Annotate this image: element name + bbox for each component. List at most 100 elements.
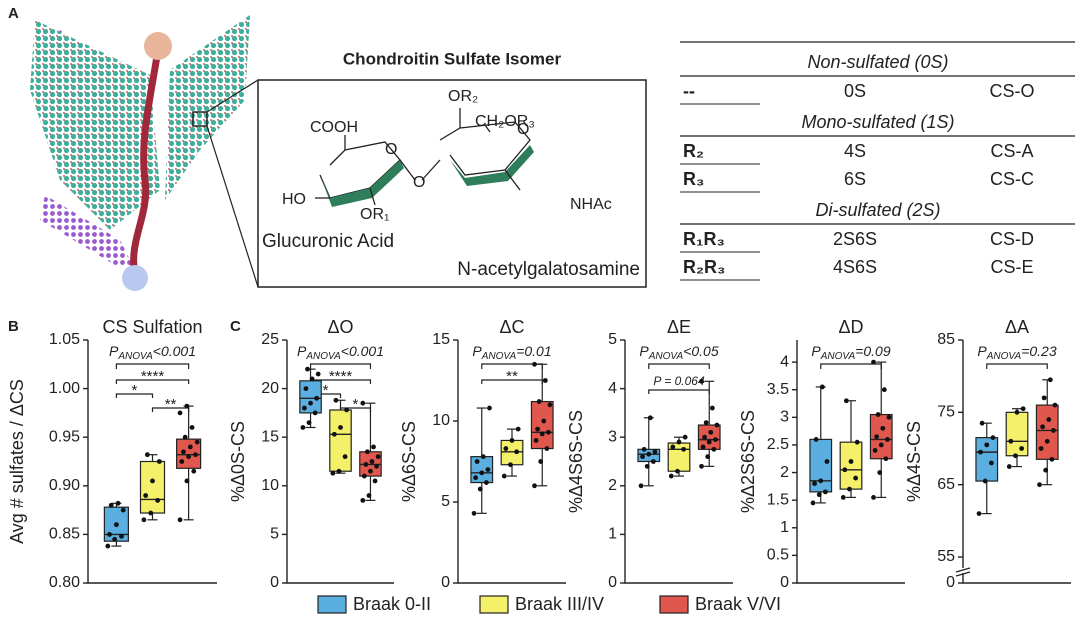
y-tick-label: 2 — [608, 477, 617, 494]
anova-symbol: P — [977, 343, 987, 359]
data-point — [480, 454, 486, 460]
legend-swatch — [317, 595, 347, 614]
chem-label: OR₁ — [360, 206, 389, 223]
data-point — [371, 444, 376, 450]
chem-label: CH₂OR₃ — [475, 113, 535, 130]
data-point — [1041, 395, 1047, 401]
anova-subscript: ANOVA — [481, 351, 517, 362]
data-point — [314, 395, 320, 401]
table-cell: 0S — [844, 81, 866, 101]
table-cell: 4S6S — [833, 257, 877, 277]
anova-bracket — [309, 363, 372, 369]
data-point — [374, 463, 379, 469]
y-axis-label: %Δ0S-CS — [228, 421, 248, 502]
data-point — [148, 510, 154, 516]
data-point — [843, 398, 849, 404]
data-point — [708, 429, 714, 435]
data-point — [532, 361, 537, 367]
data-point — [119, 533, 124, 539]
data-point — [108, 502, 114, 508]
data-point — [842, 467, 848, 473]
y-tick-label: 3 — [780, 409, 789, 426]
data-point — [368, 468, 373, 474]
data-point — [822, 489, 828, 495]
data-point — [676, 439, 682, 445]
data-point — [112, 536, 118, 542]
y-tick-label: 1.00 — [49, 380, 80, 397]
data-point — [303, 386, 309, 391]
chem-label: NHAc — [570, 196, 612, 213]
y-tick-label: 20 — [261, 380, 279, 397]
data-point — [115, 500, 121, 506]
data-point — [306, 420, 312, 426]
chem-name: N-acetylgalatosamine — [457, 259, 640, 280]
y-tick-label: 3.5 — [767, 381, 789, 398]
data-point — [988, 460, 994, 466]
proteoglycan-illustration — [30, 15, 259, 291]
y-tick-label: 1.5 — [767, 491, 789, 508]
data-point — [847, 486, 852, 492]
y-tick-label: 1 — [780, 519, 789, 536]
data-point — [650, 459, 656, 464]
data-point — [375, 454, 381, 460]
data-point — [886, 414, 892, 420]
data-point — [477, 486, 483, 492]
data-point — [181, 449, 186, 455]
anova-text: =0.01 — [516, 343, 551, 359]
comparison-label: * — [353, 396, 359, 413]
y-tick-label: 85 — [937, 331, 955, 348]
y-tick-label: 0 — [441, 574, 450, 591]
y-tick-label: 65 — [937, 476, 955, 493]
box — [869, 413, 893, 460]
anova-bracket — [820, 363, 882, 369]
y-axis-label: %Δ4S6S-CS — [566, 410, 586, 513]
legend-label: Braak V/VI — [695, 594, 781, 614]
data-point — [853, 475, 859, 481]
data-point — [365, 449, 370, 455]
comparison-label: ** — [506, 368, 518, 385]
data-point — [713, 437, 718, 443]
y-tick-label: 4 — [780, 353, 789, 370]
y-tick-label: 10 — [261, 477, 279, 494]
data-point — [309, 376, 315, 382]
data-point — [487, 405, 492, 411]
data-point — [990, 435, 996, 441]
y-tick-label: 0.90 — [49, 477, 80, 494]
data-point — [182, 434, 188, 440]
anova-text: =0.23 — [1021, 343, 1057, 359]
y-tick-label: 0 — [780, 574, 789, 591]
anova-symbol: P — [639, 343, 649, 359]
data-point — [113, 522, 119, 528]
data-point — [539, 431, 545, 437]
data-point — [1044, 438, 1050, 444]
comparison-label: **** — [141, 368, 165, 385]
panel-label: A — [8, 5, 19, 22]
chem-label: O — [517, 121, 529, 138]
data-point — [544, 446, 550, 451]
panel-label: B — [8, 318, 19, 335]
table-section-header: Non-sulfated (0S) — [807, 52, 948, 72]
data-point — [501, 473, 507, 479]
data-point — [191, 468, 197, 474]
data-point — [1020, 406, 1026, 412]
panel-label: C — [230, 318, 241, 335]
data-point — [816, 492, 822, 498]
comparison-label: * — [323, 382, 329, 399]
comparison-bracket — [648, 389, 710, 394]
data-point — [483, 480, 489, 485]
anova-bracket — [986, 363, 1048, 369]
data-point — [186, 454, 192, 460]
data-point — [331, 431, 337, 437]
structure-box — [257, 79, 647, 288]
y-tick-label: 0 — [608, 574, 617, 591]
data-point — [640, 454, 645, 460]
data-point — [107, 532, 112, 537]
y-tick-label: 5 — [608, 331, 617, 348]
chem-name: Glucuronic Acid — [262, 231, 394, 252]
data-point — [874, 434, 880, 440]
data-point — [1008, 438, 1014, 444]
anova-symbol: P — [472, 343, 482, 359]
table-cell: 2S6S — [833, 229, 877, 249]
chart-title: ΔC — [499, 317, 524, 337]
data-point — [1014, 409, 1020, 415]
